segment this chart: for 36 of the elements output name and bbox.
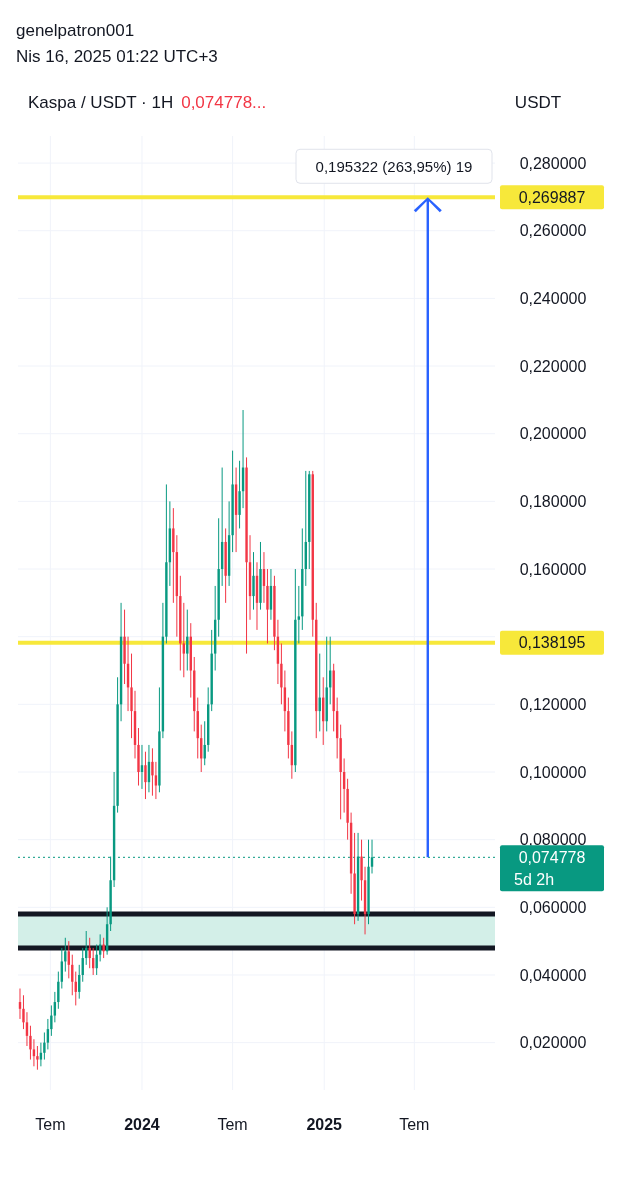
chart-subtitle: Nis 16, 2025 01:22 UTC+3 <box>16 47 218 66</box>
chart-title: genelpatron001 <box>16 21 135 40</box>
ref-line-label: 0,074778 <box>518 848 586 866</box>
y-tick-label: 0,100000 <box>519 763 587 781</box>
candlestick <box>154 761 158 800</box>
x-tick-label: 2024 <box>124 1116 160 1133</box>
candlestick <box>151 747 154 797</box>
y-tick-label: 0,120000 <box>519 695 587 713</box>
x-tick-label: 2025 <box>306 1116 343 1133</box>
ref-line-label: 0,269887 <box>518 188 586 206</box>
y-tick-label: 0,240000 <box>519 289 587 307</box>
candlestick <box>252 551 255 611</box>
text: 5d 2h <box>514 870 555 888</box>
candlestick <box>88 937 91 969</box>
candlestick <box>102 937 105 959</box>
y-tick-label: 0,260000 <box>519 222 587 240</box>
legend-title: Kaspa / USDT · 1H <box>28 93 174 112</box>
text: 0,074778... <box>181 93 267 112</box>
y-tick-label: 0,280000 <box>519 154 587 172</box>
x-tick-label: Tem <box>35 1116 66 1133</box>
candlestick <box>95 944 98 976</box>
x-tick-label: Tem <box>399 1116 430 1133</box>
x-tick-label: Tem <box>217 1116 248 1133</box>
y-tick-label: 0,060000 <box>519 898 587 916</box>
y-tick-label: 0,080000 <box>519 831 587 849</box>
y-axis-title: USDT <box>514 93 562 112</box>
candlestick <box>144 751 147 800</box>
y-tick-label: 0,220000 <box>519 357 587 375</box>
ref-line-label: 0,138195 <box>518 634 586 652</box>
y-tick-label: 0,020000 <box>519 1034 587 1052</box>
annotation: 0,195322 (263,95%) 19 <box>315 158 473 176</box>
y-tick-label: 0,180000 <box>519 492 587 510</box>
y-tick-label: 0,040000 <box>519 966 587 984</box>
y-tick-label: 0,200000 <box>519 425 587 443</box>
y-tick-label: 0,160000 <box>519 560 587 578</box>
candlestick <box>64 937 67 973</box>
